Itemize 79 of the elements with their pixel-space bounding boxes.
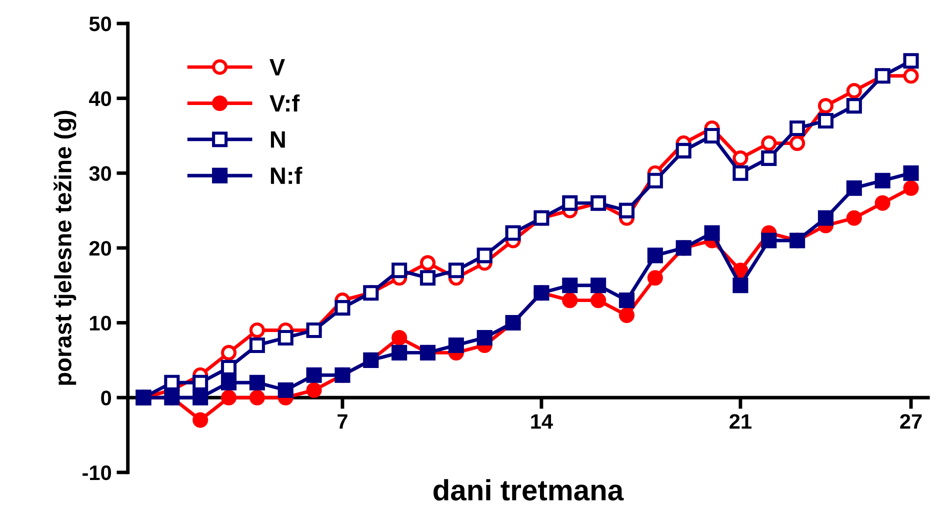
y-tick-label: 50 xyxy=(89,16,112,32)
y-tick-label: -10 xyxy=(82,465,112,480)
y-axis-title: porast tjelesne težine (g) xyxy=(54,110,76,385)
point xyxy=(818,210,834,226)
point xyxy=(562,195,578,211)
point xyxy=(192,412,208,428)
point xyxy=(278,330,294,346)
point xyxy=(647,172,663,188)
point xyxy=(220,344,237,360)
point xyxy=(903,165,919,181)
legend-label: V:f xyxy=(270,94,300,112)
point xyxy=(420,270,436,286)
point xyxy=(761,150,777,166)
legend-label: N xyxy=(270,131,285,148)
point xyxy=(476,330,492,346)
point xyxy=(732,278,748,294)
point xyxy=(618,292,635,308)
point xyxy=(476,248,492,264)
y-tick-label: 10 xyxy=(90,316,112,331)
point xyxy=(818,98,834,114)
point xyxy=(392,330,408,346)
point xyxy=(846,98,862,114)
point xyxy=(704,225,720,241)
point xyxy=(903,53,919,69)
y-tick-label: 0 xyxy=(101,390,112,406)
point xyxy=(761,232,777,248)
x-tick-label: 21 xyxy=(730,414,752,429)
point xyxy=(420,255,436,271)
point xyxy=(761,135,777,151)
point xyxy=(220,374,237,390)
point xyxy=(192,390,208,406)
point xyxy=(306,382,322,398)
point xyxy=(392,262,408,278)
point xyxy=(306,367,322,383)
x-tick-label: 27 xyxy=(900,414,922,429)
point xyxy=(448,337,464,353)
point xyxy=(448,262,464,278)
point xyxy=(505,225,521,241)
point xyxy=(790,135,806,151)
point xyxy=(220,360,237,376)
x-tick-label: 14 xyxy=(531,414,553,429)
point xyxy=(732,165,748,181)
point xyxy=(874,172,890,188)
point xyxy=(164,374,180,390)
point xyxy=(647,270,663,286)
x-tick-label: 7 xyxy=(338,414,348,429)
point xyxy=(618,202,635,218)
point xyxy=(278,382,294,398)
point xyxy=(392,344,408,360)
point xyxy=(903,180,919,196)
point xyxy=(192,374,208,390)
point xyxy=(732,150,748,166)
point xyxy=(562,278,578,294)
legend-label: N:f xyxy=(270,166,302,184)
point xyxy=(846,210,862,226)
point xyxy=(618,308,635,324)
x-axis-title: dani tretmana xyxy=(434,479,624,501)
point xyxy=(249,337,265,353)
point xyxy=(562,292,578,308)
legend-label: V xyxy=(270,59,285,76)
point xyxy=(590,292,606,308)
y-tick-label: 40 xyxy=(89,91,112,106)
point xyxy=(903,68,919,84)
point xyxy=(846,180,862,196)
point xyxy=(874,195,890,211)
point xyxy=(590,278,606,294)
point xyxy=(249,390,265,406)
point xyxy=(249,374,265,390)
y-tick-label: 20 xyxy=(89,240,112,256)
point xyxy=(676,142,692,158)
point xyxy=(334,300,350,316)
point xyxy=(790,120,806,136)
point xyxy=(249,322,265,338)
point xyxy=(647,248,663,264)
point xyxy=(704,128,720,144)
point xyxy=(846,83,862,99)
point xyxy=(818,112,834,129)
y-tick-label: 30 xyxy=(89,166,112,181)
point xyxy=(220,390,237,406)
